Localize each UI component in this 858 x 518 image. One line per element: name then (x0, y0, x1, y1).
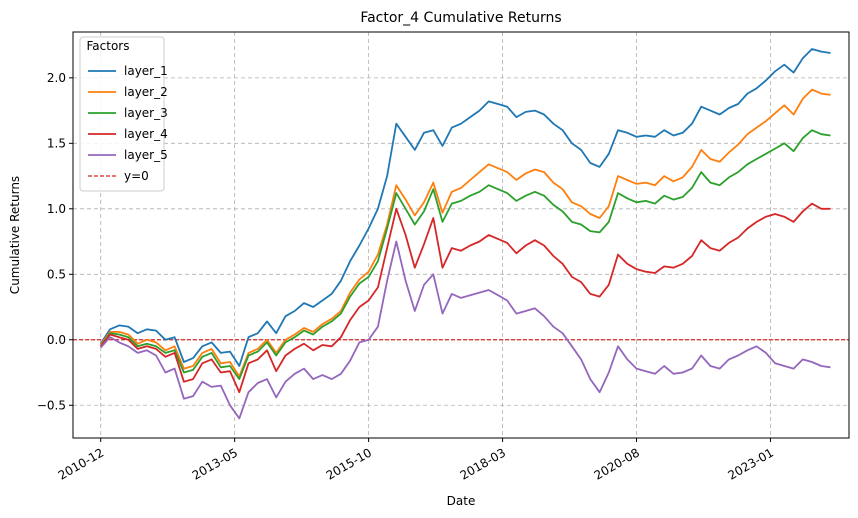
grid (73, 32, 849, 438)
legend-title: Factors (87, 39, 130, 53)
series-line-layer-3 (99, 129, 831, 380)
legend-label: layer_2 (124, 85, 168, 99)
series-line-layer-2 (99, 88, 831, 378)
x-axis-title: Date (447, 494, 476, 508)
chart-title: Factor_4 Cumulative Returns (360, 10, 561, 26)
legend: Factors layer_1layer_2layer_3layer_4laye… (79, 36, 168, 192)
y-axis: −0.5 0.0 0.5 1.0 1.5 2.0 (37, 71, 73, 412)
y-tick-label: 0.5 (47, 267, 66, 281)
x-tick-label: 2013-05 (190, 445, 240, 482)
y-tick-label: 1.5 (47, 136, 66, 150)
x-tick-label: 2020-08 (592, 445, 642, 482)
x-tick-label: 2010-12 (56, 445, 106, 482)
legend-label: layer_5 (124, 148, 168, 162)
x-tick-label: 2015-10 (324, 445, 374, 482)
y-tick-label: 2.0 (47, 71, 66, 85)
series-line-layer-1 (99, 48, 831, 367)
plot-frame (72, 31, 850, 439)
legend-label: layer_3 (124, 106, 168, 120)
y-tick-label: 0.0 (47, 333, 66, 347)
x-tick-label: 2023-01 (726, 445, 776, 482)
x-axis: 2010-12 2013-05 2015-10 2018-03 2020-08 2023-… (56, 438, 776, 483)
legend-box (79, 36, 165, 192)
y-tick-label: −0.5 (37, 398, 66, 412)
y-axis-title: Cumulative Returns (8, 176, 22, 294)
series-line-layer-5 (100, 240, 831, 420)
legend-label: layer_1 (124, 64, 168, 78)
legend-items: layer_1 layer_2 layer_3 layer_4 layer_5 y=0 (88, 64, 168, 183)
legend-label: layer_4 (124, 127, 168, 141)
legend-label: y=0 (124, 169, 149, 183)
series-line-layer-4 (99, 202, 831, 394)
y-tick-label: 1.0 (47, 202, 66, 216)
x-tick-label: 2018-03 (458, 445, 508, 482)
series-layer (99, 48, 831, 420)
